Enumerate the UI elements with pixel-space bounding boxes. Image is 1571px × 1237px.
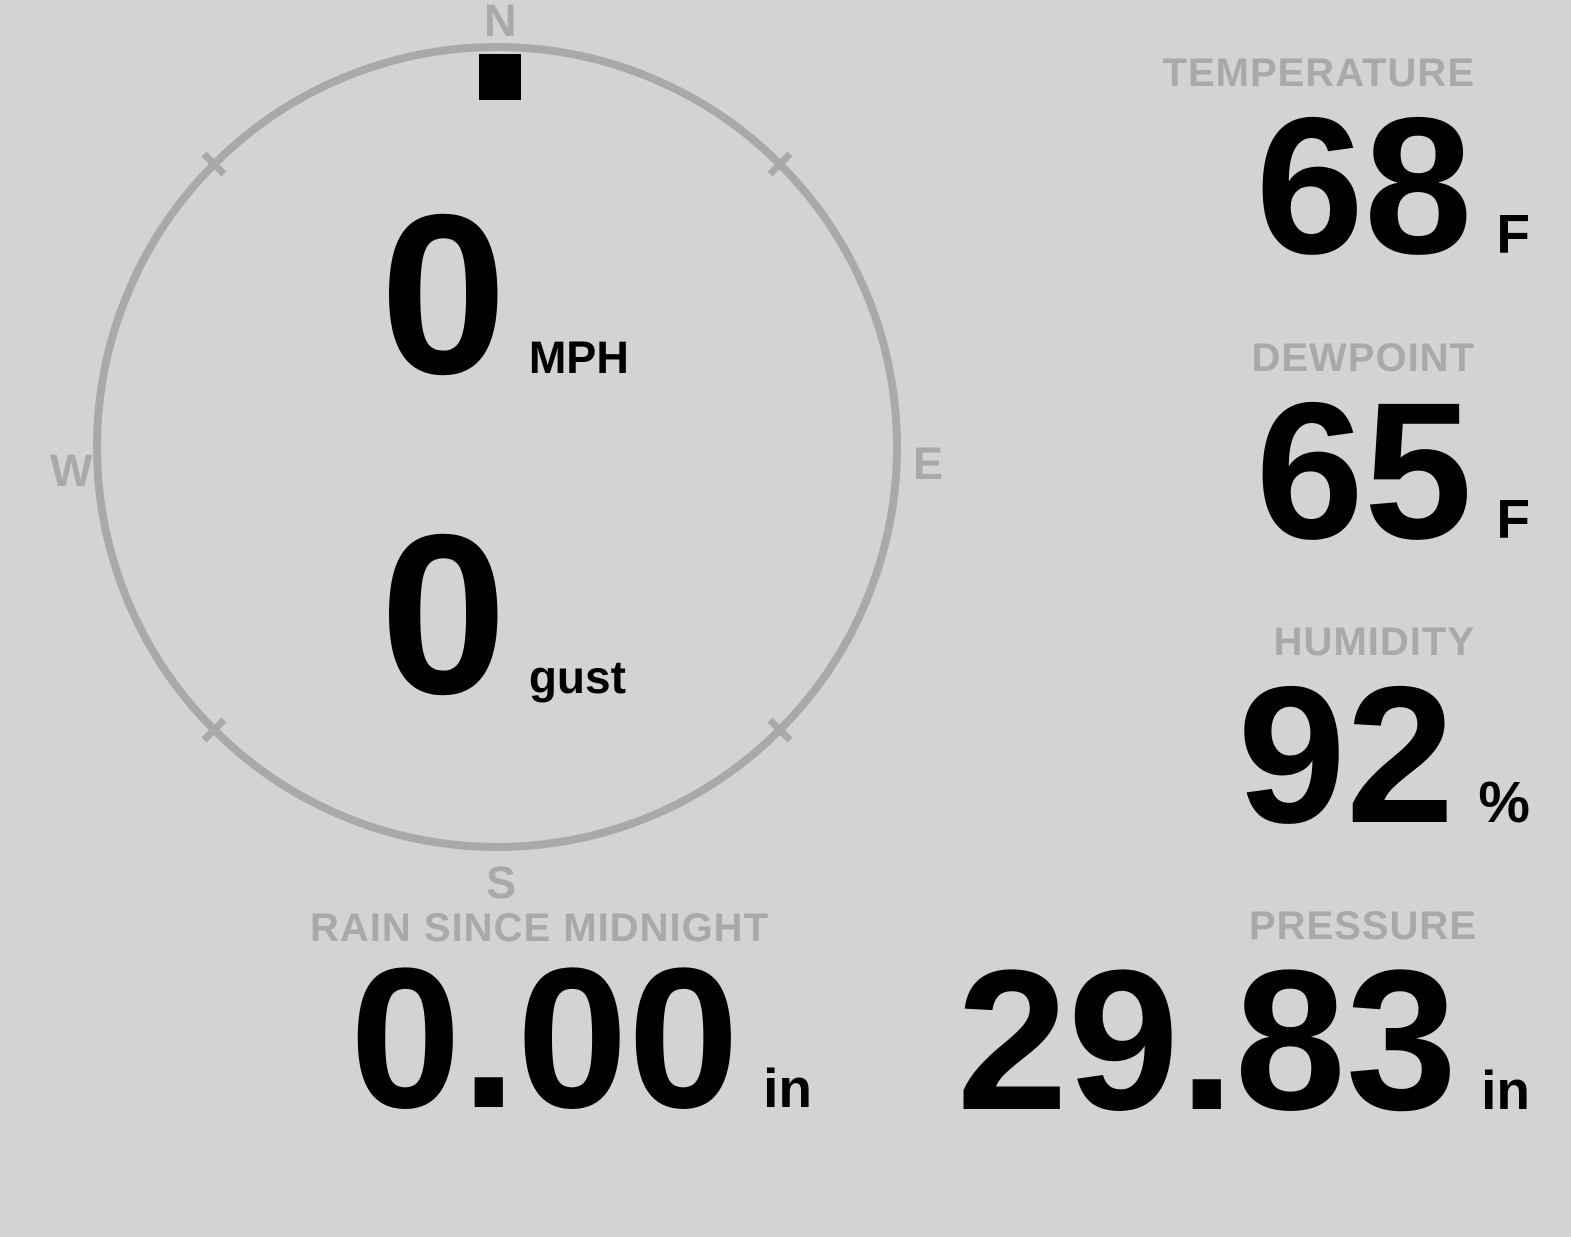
pressure-label: PRESSURE [1248,904,1477,948]
wind-gust-unit: gust [528,651,626,703]
humidity-value-row: 92 % [1238,658,1530,853]
wind-compass [93,43,901,851]
wind-gust: 0 gust [380,501,626,729]
pressure-value-row: 29.83 in [957,941,1530,1141]
humidity-label: HUMIDITY [1273,620,1475,664]
compass-label-east: E [913,438,944,489]
rain-label: RAIN SINCE MIDNIGHT [310,906,769,950]
temperature-value-row: 68 F [1255,89,1530,284]
compass-tick-nw [201,151,227,177]
temperature-label: TEMPERATURE [1162,51,1475,95]
compass-label-west: W [50,445,93,496]
pressure-unit: in [1481,1059,1530,1121]
compass-tick-se [767,717,793,743]
humidity-unit: % [1478,770,1530,835]
pressure-value: 29.83 [956,929,1458,1152]
dewpoint-label: DEWPOINT [1251,336,1475,380]
compass-label-north: N [484,0,517,46]
rain-unit: in [763,1057,812,1119]
rain-value-row: 0.00 in [350,939,812,1139]
temperature-value: 68 [1255,77,1473,295]
rain-value: 0.00 [349,927,740,1150]
temperature-unit: F [1496,203,1530,265]
wind-direction-marker [479,54,521,100]
compass-tick-sw [201,717,227,743]
dewpoint-unit: F [1496,488,1530,550]
dewpoint-value-row: 65 F [1255,374,1530,569]
wind-speed: 0 MPH [380,181,629,409]
humidity-value: 92 [1237,646,1455,864]
wind-speed-unit: MPH [528,332,629,383]
compass-label-south: S [486,857,517,908]
wind-gust-value: 0 [380,488,507,742]
compass-tick-ne [767,151,793,177]
wind-speed-value: 0 [380,168,507,422]
compass-ring [93,43,901,851]
dewpoint-value: 65 [1255,362,1473,580]
